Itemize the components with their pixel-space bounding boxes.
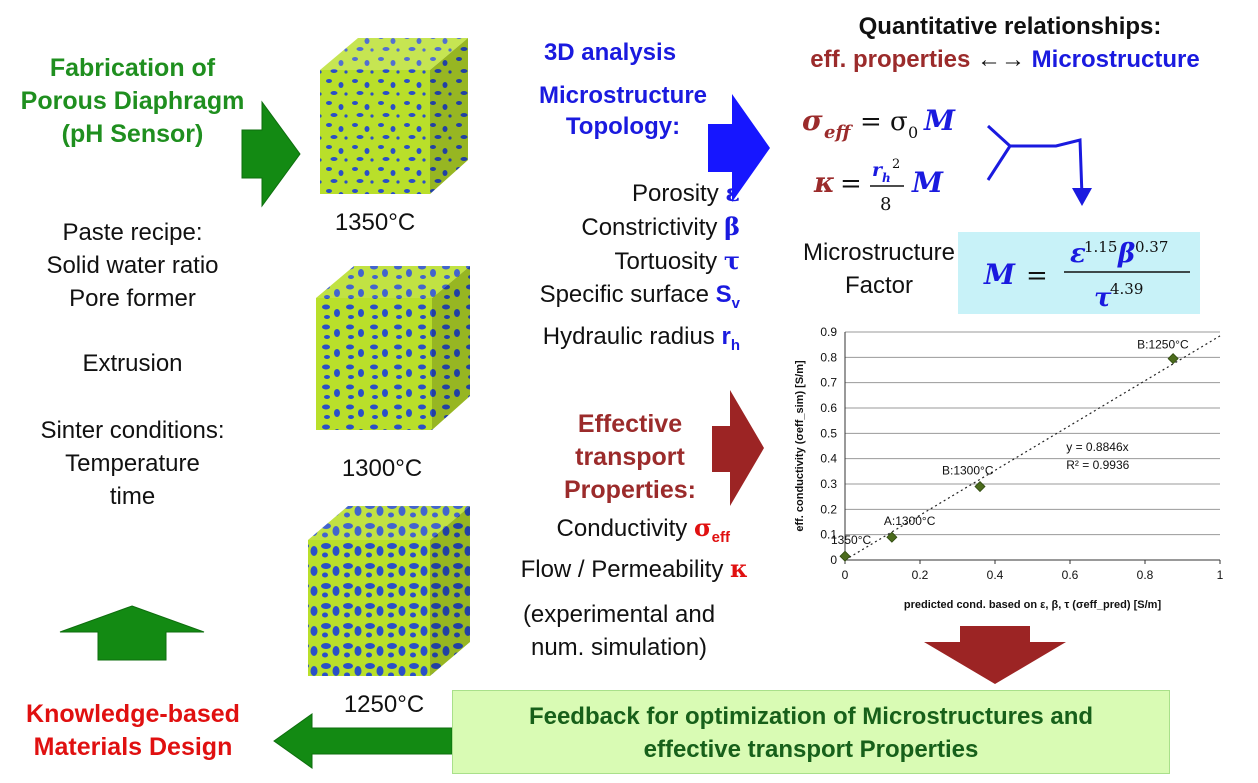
x-tick-label: 0	[842, 568, 849, 582]
param-porosity: Porosity ε	[632, 178, 740, 207]
y-tick-label: 0	[830, 553, 837, 567]
svg-text:=: =	[1026, 261, 1048, 291]
transport-note: (experimental and num. simulation)	[522, 601, 716, 661]
svg-text:2: 2	[892, 157, 900, 172]
y-tick-label: 0.8	[820, 350, 837, 364]
x-tick-label: 0.2	[912, 568, 929, 582]
topology-params: Porosity ε Constrictivity β Tortuosity τ…	[490, 176, 740, 362]
x-tick-label: 0.6	[1062, 568, 1079, 582]
down-arrow-icon	[924, 626, 1066, 684]
fabrication-title: Fabrication of Porous Diaphragm (pH Sens…	[20, 54, 245, 148]
cube-1250-image	[308, 506, 470, 676]
cube-label-1250: 1250°C	[343, 691, 425, 718]
svg-text:1.15: 1.15	[1084, 238, 1117, 256]
analysis-heading: 3D analysis	[543, 39, 677, 66]
extrusion-label: Extrusion	[82, 350, 183, 377]
param-tortuosity: Tortuosity τ	[614, 246, 740, 275]
svg-text:M: M	[923, 104, 956, 137]
data-point	[886, 531, 898, 543]
svg-text:8: 8	[880, 194, 891, 215]
svg-text:M: M	[911, 166, 944, 199]
param-constrictivity: Constrictivity β	[581, 212, 740, 241]
svg-text:4.39: 4.39	[1110, 280, 1143, 298]
materials-design-title: Knowledge-based Materials Design	[26, 700, 240, 761]
svg-text:τ: τ	[1094, 283, 1112, 313]
y-tick-label: 0.6	[820, 401, 837, 415]
y-tick-label: 0.2	[820, 502, 837, 516]
feedback-text: Feedback for optimization of Microstruct…	[528, 703, 1094, 763]
svg-text:0.37: 0.37	[1135, 238, 1168, 256]
transport-conductivity: Conductivity σeff	[556, 513, 730, 546]
y-axis-label: eff. conductivity (σeff_sim) [S/m]	[794, 360, 806, 532]
topology-heading: Microstructure Topology:	[538, 82, 708, 140]
y-tick-label: 0.4	[820, 452, 837, 466]
svg-text:eff: eff	[824, 122, 853, 143]
y-tick-label: 0.1	[820, 528, 837, 542]
svg-text:β: β	[1117, 239, 1135, 269]
cube-1350-image	[320, 38, 468, 194]
red-right-arrow-icon	[712, 390, 764, 506]
data-point	[1167, 353, 1179, 365]
cube-label-1350: 1350°C	[334, 209, 416, 236]
x-tick-label: 0.8	[1137, 568, 1154, 582]
up-arrow-icon	[59, 605, 205, 661]
trendline-equation: y = 0.8846x	[1066, 440, 1128, 454]
relationships-title: Quantitative relationships:	[858, 13, 1162, 40]
svg-text:h: h	[882, 171, 891, 185]
data-point	[974, 480, 986, 493]
y-tick-label: 0.9	[820, 325, 837, 339]
y-tick-label: 0.7	[820, 376, 837, 390]
trendline-r2: R² = 0.9936	[1066, 458, 1129, 472]
data-point	[839, 550, 851, 562]
paste-recipe: Paste recipe: Solid water ratio Pore for…	[46, 219, 219, 312]
svg-text:0: 0	[908, 123, 918, 142]
param-specific-surface: Specific surface Sv	[539, 281, 740, 312]
feedback-box: Feedback for optimization of Microstruct…	[452, 690, 1170, 774]
conductivity-scatter-chart: 0 0.1 0.2 0.3 0.4 0.5 0.6 0.7 0.8 0.9 0 0.2 0.4 0.6 0…	[794, 325, 1224, 611]
data-point-label: 1350°C	[831, 533, 871, 547]
svg-text:=: =	[840, 169, 862, 199]
cube-1300-image	[316, 266, 470, 430]
cube-label-1300: 1300°C	[341, 455, 423, 482]
right-arrow-icon	[241, 100, 301, 208]
svg-text:r: r	[872, 159, 884, 181]
transport-flow: Flow / Permeability κ	[520, 554, 748, 583]
formulas-graphic: σ eff = σ 0 M κ = r h 2 8 M	[802, 104, 1092, 215]
svg-text:M: M	[983, 258, 1016, 291]
microstructure-factor-formula: M = ε 1.15 β 0.37 τ 4.39	[958, 232, 1200, 314]
microstructure-factor-label: Microstructure Factor	[802, 239, 956, 299]
x-tick-label: 0.4	[987, 568, 1004, 582]
x-tick-label: 1	[1217, 568, 1224, 582]
relationships-subtitle: eff. properties ←→ Microstructure	[810, 46, 1200, 73]
svg-text:σ: σ	[802, 104, 823, 137]
svg-text:= σ: = σ	[860, 107, 908, 137]
param-hydraulic-radius: Hydraulic radius rh	[542, 322, 740, 354]
x-axis-label: predicted cond. based on ε, β, τ (σeff_p…	[904, 599, 1162, 611]
svg-text:κ: κ	[813, 166, 835, 199]
data-point-label: B:1250°C	[1137, 338, 1189, 352]
data-point-label: A:1300°C	[884, 514, 936, 528]
transport-heading: Effective transport Properties:	[564, 410, 696, 504]
sinter-conditions: Sinter conditions: Temperature time	[40, 417, 225, 510]
y-tick-label: 0.3	[820, 477, 837, 491]
mf-formula-graphic: M = ε 1.15 β 0.37 τ 4.39	[983, 238, 1190, 313]
data-point-label: B:1300°C	[942, 464, 994, 478]
svg-text:ε: ε	[1070, 239, 1086, 269]
blue-right-arrow-icon	[708, 94, 770, 202]
y-tick-label: 0.5	[820, 426, 837, 440]
